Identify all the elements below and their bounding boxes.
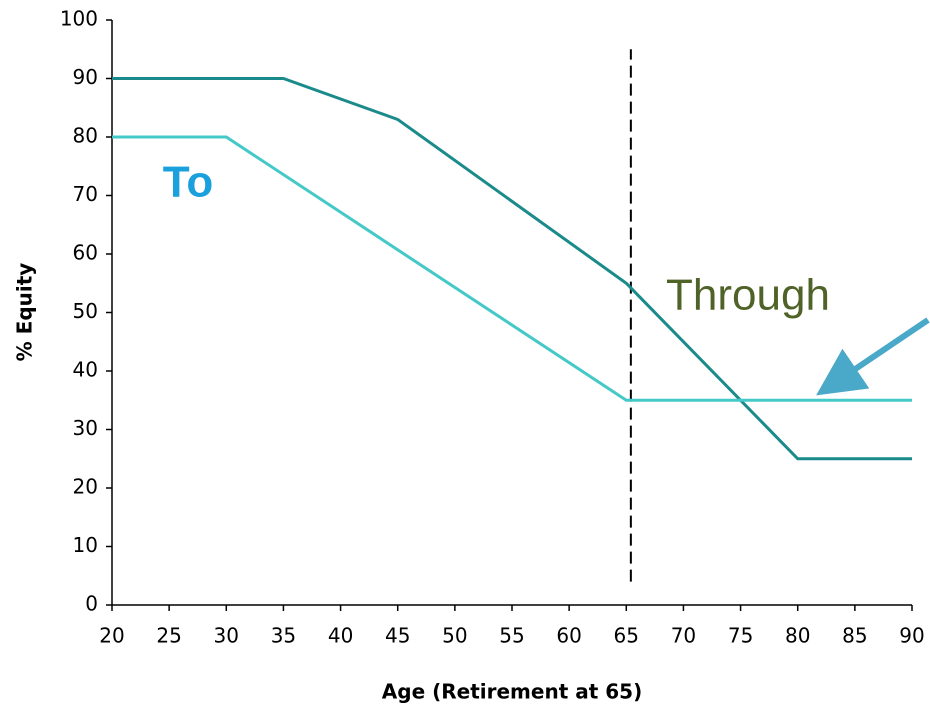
x-tick-label: 75 [728, 624, 753, 648]
series-line [112, 77, 912, 461]
x-tick-label: 45 [385, 624, 410, 648]
y-tick-label: 50 [73, 299, 98, 323]
x-tick-label: 60 [556, 624, 581, 648]
x-tick-label: 85 [842, 624, 867, 648]
x-tick-label: 35 [271, 624, 296, 648]
x-tick-label: 40 [328, 624, 353, 648]
series-line [112, 135, 912, 402]
x-tick-label: 90 [899, 624, 924, 648]
y-tick-label: 80 [73, 124, 98, 148]
y-tick-label: 0 [85, 592, 98, 616]
series-label: Through [666, 271, 830, 320]
y-tick-label: 90 [73, 65, 98, 89]
y-tick-label: 70 [73, 182, 98, 206]
series-label: To [163, 158, 214, 207]
x-tick-label: 65 [614, 624, 639, 648]
y-tick-label: 100 [60, 7, 98, 31]
y-tick-label: 40 [73, 358, 98, 382]
y-tick-label: 10 [73, 533, 98, 557]
x-tick-label: 25 [156, 624, 181, 648]
x-tick-label: 50 [442, 624, 467, 648]
x-tick-label: 20 [99, 624, 124, 648]
y-tick-label: 20 [73, 475, 98, 499]
arrow [816, 317, 930, 396]
y-tick-label: 30 [73, 416, 98, 440]
x-axis-title: Age (Retirement at 65) [382, 680, 642, 704]
y-tick-label: 60 [73, 241, 98, 265]
x-tick-label: 80 [785, 624, 810, 648]
x-tick-label: 70 [671, 624, 696, 648]
y-axis-title: % Equity [13, 263, 37, 362]
x-tick-label: 55 [499, 624, 524, 648]
x-tick-label: 30 [214, 624, 239, 648]
